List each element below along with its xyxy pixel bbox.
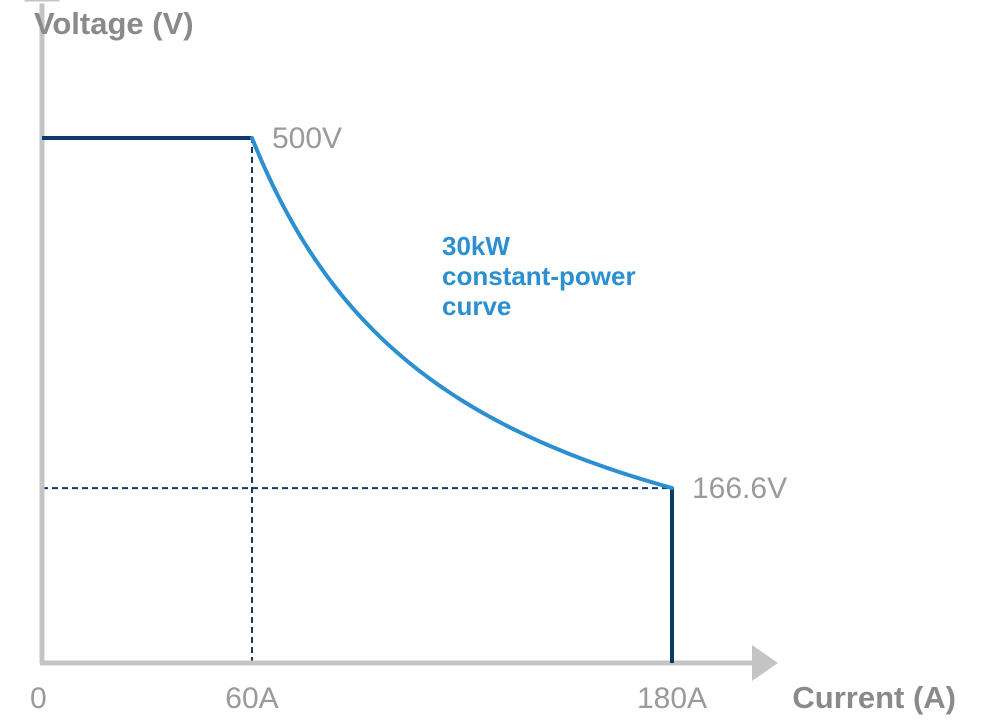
- x-tick-label: 60A: [225, 682, 278, 715]
- point-value-label: 500V: [272, 122, 342, 155]
- y-axis-title: Voltage (V): [34, 6, 194, 41]
- curve-annotation-line: 30kW: [442, 231, 510, 261]
- constant-power-curve: [250, 136, 674, 490]
- y-axis-arrow-icon: [24, 0, 60, 2]
- reference-lines: [42, 138, 672, 663]
- x-axis-arrow-icon: [752, 645, 778, 681]
- x-tick-label: 0: [30, 682, 47, 715]
- x-tick-label: 180A: [637, 682, 707, 715]
- point-value-label: 166.6V: [692, 472, 787, 505]
- curve-annotation-line: constant-power: [442, 261, 636, 291]
- curve-annotation-line: curve: [442, 291, 511, 321]
- labels: Voltage (V) Current (A) 0 60A 180A 500V 166.6V…: [30, 6, 956, 715]
- axes: [24, 0, 778, 681]
- x-axis-title: Current (A): [792, 680, 956, 715]
- series: [42, 136, 674, 663]
